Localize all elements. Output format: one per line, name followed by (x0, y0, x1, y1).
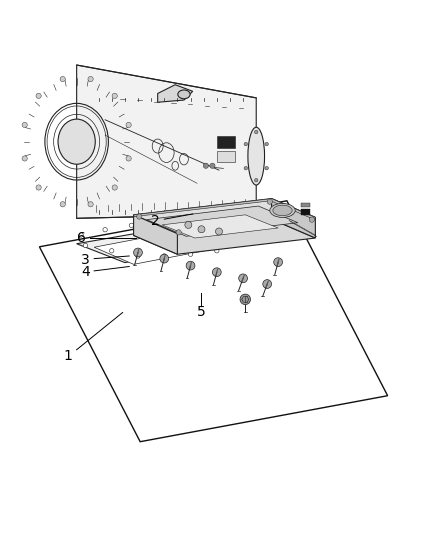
Circle shape (103, 228, 107, 232)
Circle shape (83, 243, 88, 248)
Circle shape (126, 122, 131, 127)
Bar (301, 209, 310, 215)
Circle shape (309, 217, 314, 222)
Bar (301, 203, 310, 207)
Polygon shape (158, 85, 193, 102)
Ellipse shape (178, 90, 190, 99)
Circle shape (240, 294, 251, 304)
Circle shape (88, 201, 93, 207)
Circle shape (244, 142, 247, 146)
Ellipse shape (58, 119, 95, 164)
Polygon shape (272, 199, 315, 238)
Circle shape (79, 233, 83, 237)
Circle shape (88, 76, 93, 82)
Circle shape (112, 93, 117, 99)
Circle shape (160, 254, 169, 263)
Polygon shape (134, 215, 177, 254)
Circle shape (137, 214, 142, 219)
Polygon shape (77, 65, 256, 219)
Polygon shape (134, 199, 315, 233)
Circle shape (269, 237, 274, 241)
Circle shape (36, 93, 41, 99)
Circle shape (182, 220, 186, 224)
Circle shape (282, 233, 286, 237)
Text: 5: 5 (197, 305, 206, 319)
Bar (217, 151, 235, 162)
Circle shape (60, 76, 65, 82)
Circle shape (198, 226, 205, 233)
Circle shape (241, 243, 245, 247)
Circle shape (265, 142, 268, 146)
Polygon shape (162, 215, 278, 238)
Text: 1: 1 (64, 349, 72, 364)
Circle shape (22, 156, 27, 161)
Circle shape (155, 221, 160, 226)
Circle shape (136, 254, 140, 258)
Polygon shape (134, 199, 315, 220)
Polygon shape (94, 221, 274, 264)
Circle shape (36, 185, 41, 190)
Circle shape (267, 199, 272, 204)
Circle shape (203, 163, 208, 168)
Text: 4: 4 (81, 265, 90, 279)
Circle shape (134, 248, 142, 257)
Circle shape (162, 254, 166, 258)
Ellipse shape (270, 204, 295, 217)
Circle shape (210, 163, 215, 168)
Circle shape (188, 252, 193, 256)
Ellipse shape (248, 127, 265, 185)
Circle shape (234, 223, 239, 228)
Polygon shape (134, 219, 315, 254)
Circle shape (263, 280, 272, 288)
Circle shape (215, 228, 223, 235)
Circle shape (186, 261, 195, 270)
Ellipse shape (273, 205, 292, 216)
Circle shape (254, 130, 258, 134)
Circle shape (126, 156, 131, 161)
Circle shape (265, 166, 268, 170)
Circle shape (110, 248, 114, 253)
Circle shape (112, 185, 117, 190)
Circle shape (212, 268, 221, 277)
Circle shape (60, 201, 65, 207)
Circle shape (254, 179, 258, 182)
Text: 6: 6 (77, 231, 85, 245)
Polygon shape (147, 206, 298, 236)
Circle shape (129, 223, 134, 228)
Circle shape (176, 230, 181, 235)
Text: 3: 3 (81, 253, 90, 267)
Circle shape (22, 122, 27, 127)
Circle shape (244, 166, 247, 170)
Circle shape (258, 229, 263, 233)
Polygon shape (77, 215, 291, 263)
Circle shape (185, 221, 192, 229)
Circle shape (215, 248, 219, 253)
Circle shape (241, 295, 250, 304)
Circle shape (208, 221, 212, 225)
Circle shape (239, 274, 247, 282)
Text: 2: 2 (151, 214, 160, 228)
Bar (217, 136, 235, 148)
Circle shape (274, 258, 283, 266)
